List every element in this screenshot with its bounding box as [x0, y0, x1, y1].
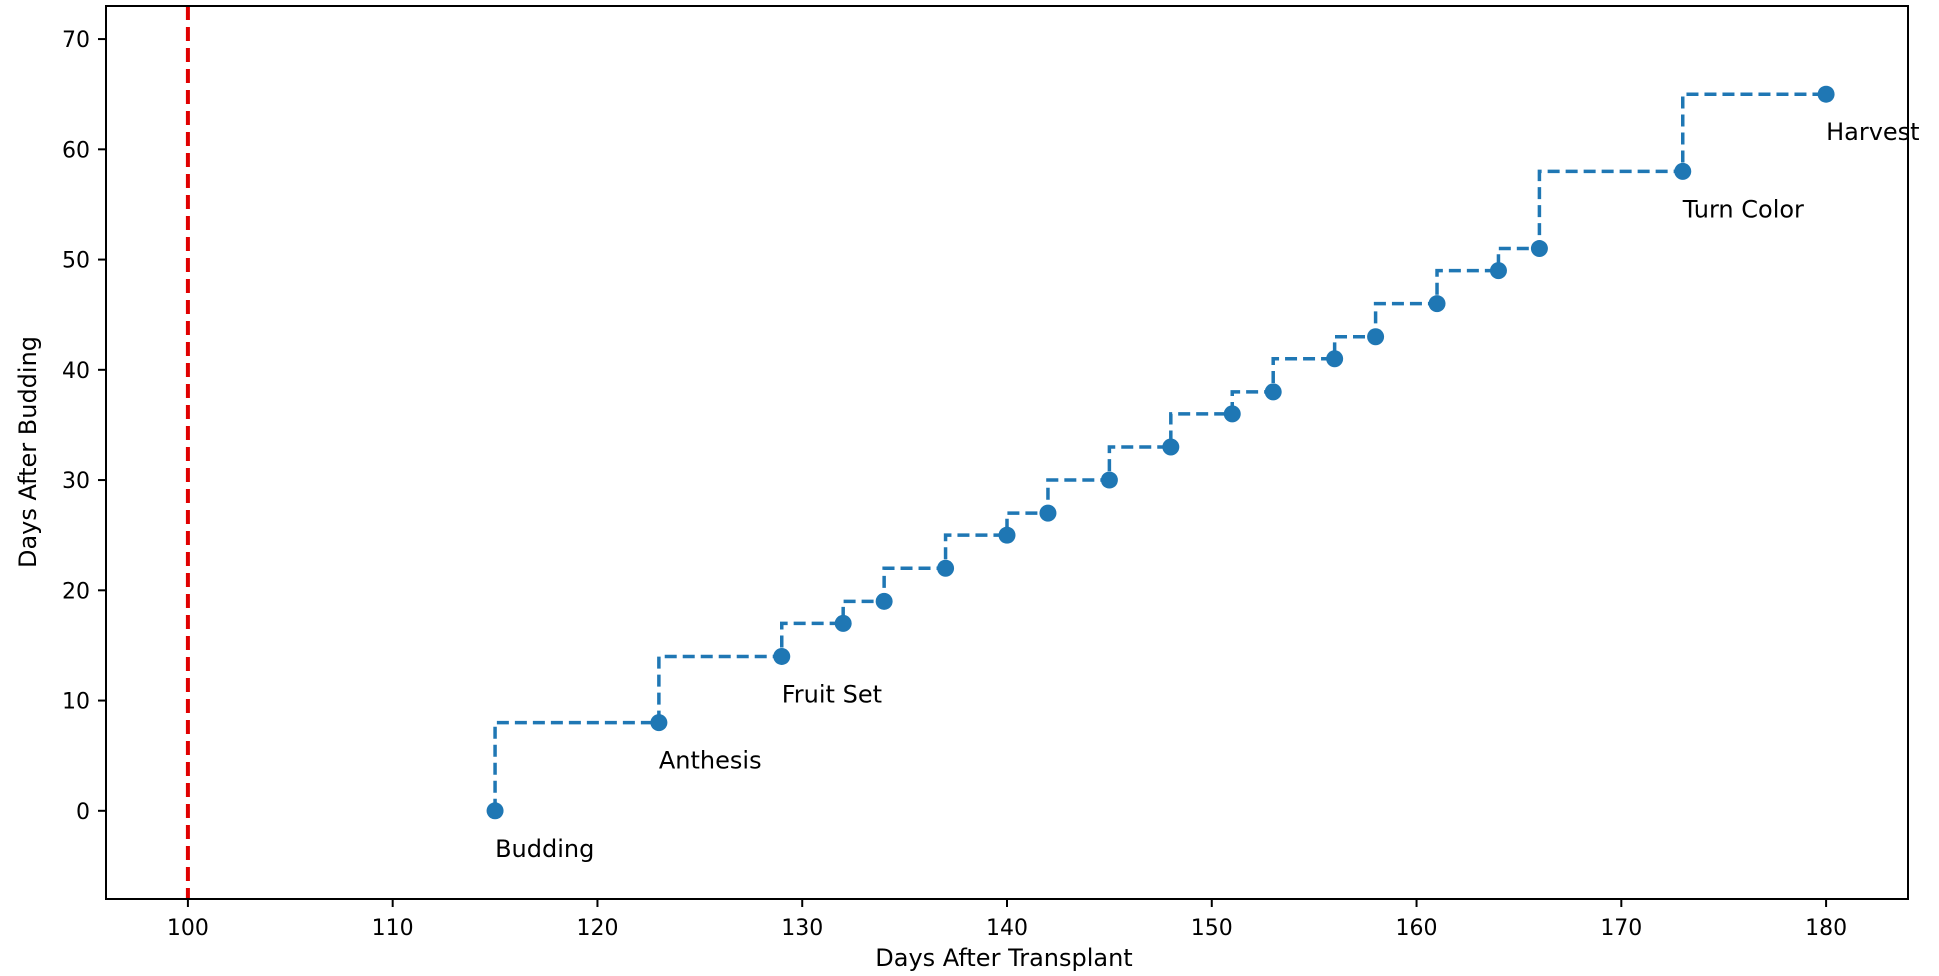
annotation-label: Turn Color — [1682, 195, 1804, 223]
data-point — [1674, 162, 1692, 180]
axes: 100 110 120 130 140 150 160 170 180 0 10 20 30 40 50 60… — [62, 5, 1909, 941]
data-point — [834, 614, 852, 632]
y-tick-label: 50 — [62, 249, 90, 274]
data-point — [1367, 328, 1385, 346]
x-axis-label: Days After Transplant — [875, 944, 1132, 972]
data-point — [1039, 504, 1057, 522]
data-point — [1100, 471, 1118, 489]
x-tick-label: 180 — [1805, 916, 1847, 941]
y-tick-label: 10 — [62, 690, 90, 715]
series-line — [493, 92, 1827, 811]
data-point — [1428, 295, 1446, 313]
data-point — [998, 526, 1016, 544]
data-point — [1530, 240, 1548, 258]
data-point — [937, 559, 955, 577]
data-point — [1326, 350, 1344, 368]
annotation-label: Harvest — [1826, 118, 1920, 146]
data-point — [1223, 405, 1241, 423]
annotation-label: Budding — [495, 835, 594, 863]
y-tick-label: 20 — [62, 579, 90, 604]
data-point — [773, 647, 791, 665]
x-tick-label: 160 — [1396, 916, 1438, 941]
y-axis-label: Days After Budding — [14, 336, 42, 568]
y-tick-label: 60 — [62, 138, 90, 163]
data-point — [486, 802, 504, 820]
plot-frame — [105, 5, 1909, 900]
x-tick-label: 120 — [576, 916, 618, 941]
annotation-label: Anthesis — [659, 747, 762, 775]
y-tick-label: 70 — [62, 28, 90, 53]
data-point — [650, 714, 668, 732]
x-tick-label: 100 — [167, 916, 209, 941]
x-tick-label: 140 — [986, 916, 1028, 941]
y-tick-label: 0 — [76, 800, 90, 825]
data-point — [875, 592, 893, 610]
x-tick-label: 150 — [1191, 916, 1233, 941]
data-point — [1264, 383, 1282, 401]
x-tick-label: 170 — [1600, 916, 1642, 941]
y-tick-label: 40 — [62, 359, 90, 384]
data-point — [1489, 262, 1507, 280]
x-tick-label: 110 — [372, 916, 414, 941]
data-point — [1817, 85, 1835, 103]
y-tick-label: 30 — [62, 469, 90, 494]
plot-area: Budding Anthesis Fruit Set Turn Color Harves… — [185, 6, 1920, 899]
x-tick-label: 130 — [781, 916, 823, 941]
annotation-label: Fruit Set — [782, 680, 882, 708]
data-point — [1162, 438, 1180, 456]
